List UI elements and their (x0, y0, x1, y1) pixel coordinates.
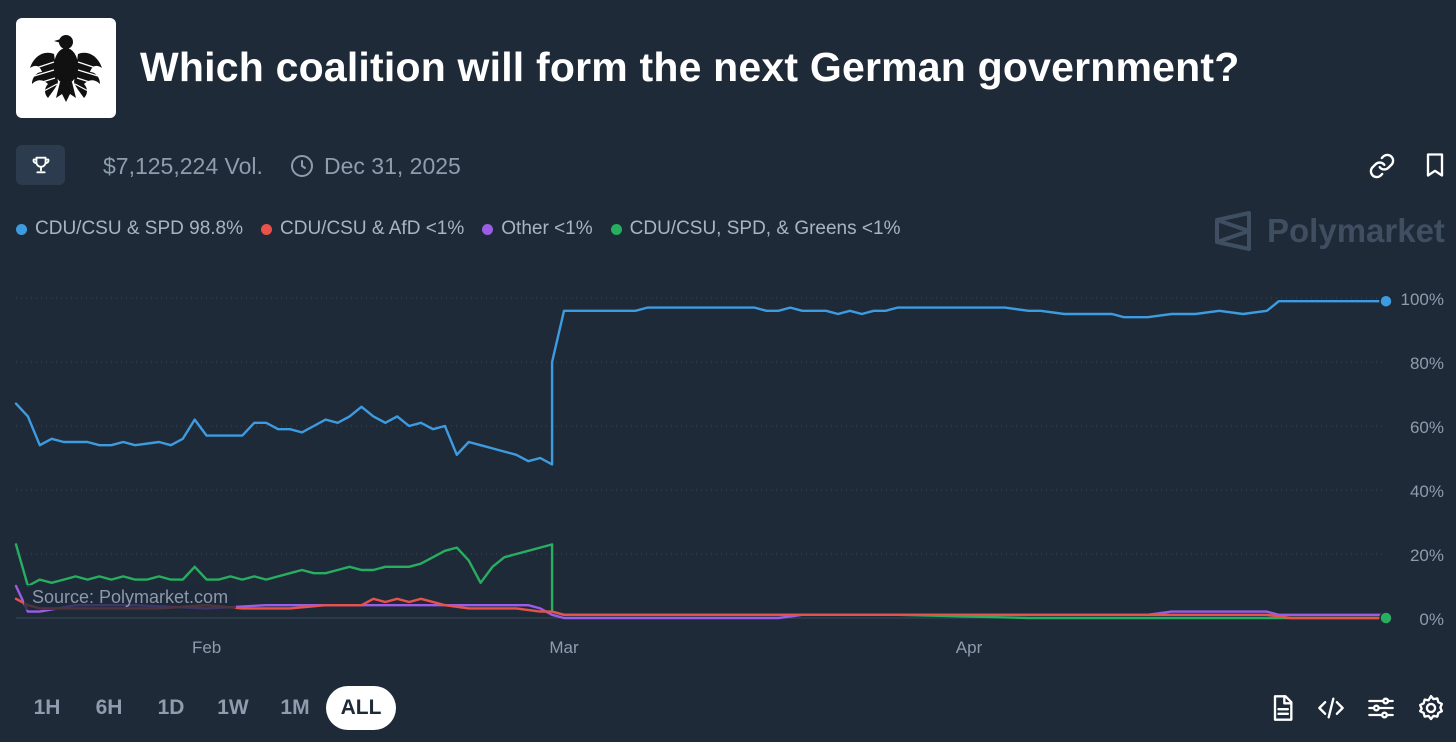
x-tick-label: Feb (192, 638, 221, 657)
range-button-all[interactable]: ALL (326, 686, 396, 730)
trophy-icon (32, 156, 49, 174)
legend-item-cdu-spd[interactable]: CDU/CSU & SPD 98.8% (16, 218, 243, 240)
range-button-6h[interactable]: 6H (95, 696, 123, 719)
legend-dot (16, 223, 27, 235)
time-range-selector: 1H 6H 1D 1W 1M ALL (16, 686, 396, 730)
volume-text: $7,125,224 Vol. (103, 153, 263, 179)
polymarket-logo-icon (1215, 211, 1251, 251)
legend-label: CDU/CSU & SPD 98.8% (35, 218, 244, 239)
y-tick-label: 60% (1410, 418, 1444, 437)
document-icon[interactable] (1268, 694, 1296, 722)
brand-name: Polymarket (1267, 212, 1445, 249)
sliders-icon[interactable] (1367, 694, 1395, 722)
market-title: Which coalition will form the next Germa… (140, 44, 1240, 90)
legend-label: Other <1% (501, 218, 593, 239)
y-tick-label: 100% (1401, 290, 1444, 309)
legend-item-other[interactable]: Other <1% (482, 218, 593, 240)
market-meta: $7,125,224 Vol. Dec 31, 2025 (16, 145, 1444, 185)
legend-dot (261, 223, 273, 235)
market-logo (16, 18, 116, 118)
x-tick-label: Mar (549, 638, 579, 657)
y-tick-label: 80% (1410, 354, 1444, 373)
end-date-text: Dec 31, 2025 (324, 153, 461, 179)
series-end-marker (1379, 611, 1393, 625)
federal-eagle-icon (30, 35, 102, 102)
range-button-1h[interactable]: 1H (33, 696, 61, 719)
y-tick-label: 40% (1410, 482, 1444, 501)
series-line-cdu-csu-spd-greens (14, 543, 1388, 620)
legend-label: CDU/CSU, SPD, & Greens <1% (629, 218, 901, 239)
series-line-cdu-csu-spd (14, 300, 1388, 466)
chart-legend: CDU/CSU & SPD 98.8% CDU/CSU & AfD <1% Ot… (16, 218, 900, 240)
legend-label: CDU/CSU & AfD <1% (280, 218, 465, 239)
series-end-marker (1379, 294, 1393, 308)
trophy-button[interactable] (16, 145, 65, 185)
y-tick-label: 0% (1419, 610, 1444, 629)
legend-dot (610, 223, 622, 235)
polymarket-watermark: Polymarket (1213, 210, 1445, 252)
legend-item-cdu-afd[interactable]: CDU/CSU & AfD <1% (261, 218, 464, 240)
legend-dot (482, 223, 494, 235)
x-tick-label: Apr (956, 638, 983, 657)
source-label: Source: Polymarket.com (24, 585, 237, 610)
code-icon[interactable] (1317, 694, 1345, 722)
range-button-1d[interactable]: 1D (157, 696, 185, 719)
range-button-1m[interactable]: 1M (280, 696, 310, 719)
range-button-1w[interactable]: 1W (217, 696, 249, 719)
clock-icon (291, 155, 313, 177)
link-icon[interactable] (1368, 152, 1396, 180)
y-tick-label: 20% (1410, 546, 1444, 565)
gear-icon[interactable] (1417, 694, 1445, 722)
legend-item-cdu-spd-greens[interactable]: CDU/CSU, SPD, & Greens <1% (610, 218, 901, 240)
bookmark-icon[interactable] (1421, 151, 1449, 179)
